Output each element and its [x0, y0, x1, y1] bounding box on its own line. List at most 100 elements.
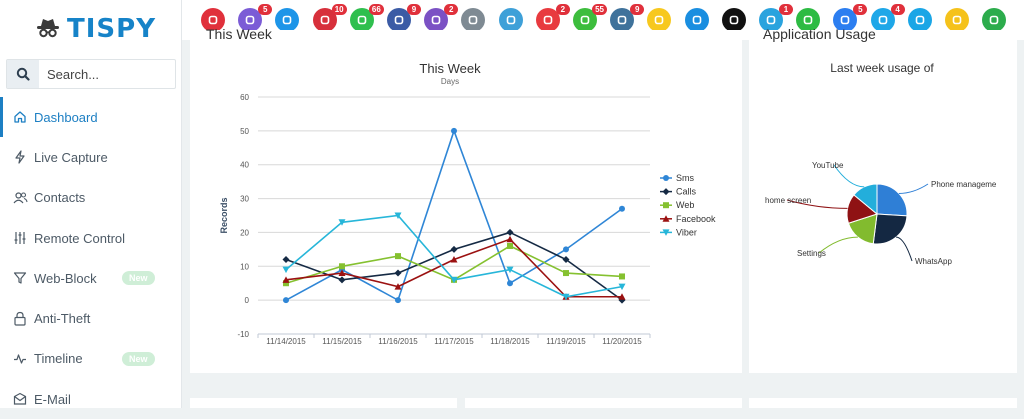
email-icon[interactable]: [275, 8, 300, 32]
data-point: [663, 202, 669, 209]
logo[interactable]: TISPY: [35, 14, 156, 44]
filter-icon: [12, 270, 28, 286]
data-point: [450, 256, 458, 263]
pie-label: Phone manageme: [931, 180, 997, 189]
sidebar-item-label: Live Capture: [34, 149, 108, 165]
wechat-icon[interactable]: 55: [573, 4, 607, 32]
pie-slice: [853, 183, 878, 216]
notification-badge: 10: [331, 4, 347, 15]
pie-slice: [876, 183, 908, 217]
card-title: Application Usage: [763, 26, 876, 42]
search-button[interactable]: [7, 60, 39, 88]
search-box: [6, 59, 176, 89]
data-point: [507, 242, 513, 249]
sidebar-item-timeline[interactable]: Timeline New: [0, 339, 181, 379]
tiktok-icon[interactable]: [721, 8, 746, 32]
data-point: [282, 276, 290, 283]
this-week-card: This Week This Week Days Records -10 0 10 20 30…: [190, 26, 742, 373]
notification-badge: 9: [407, 4, 421, 15]
legend-label: Sms: [676, 173, 695, 183]
legend-item: Facebook: [660, 214, 716, 224]
sidebar-item-remote-control[interactable]: Remote Control: [0, 218, 181, 258]
data-point: [662, 188, 670, 196]
pie-label: YouTube: [812, 161, 844, 170]
data-point: [394, 283, 402, 290]
sidebar-item-contacts[interactable]: Contacts: [0, 178, 181, 218]
y-tick-label: 40: [240, 161, 249, 170]
data-point: [618, 293, 626, 300]
sidebar-item-label: Web-Block: [34, 270, 97, 286]
chart-title: This Week: [419, 61, 481, 76]
series-facebook: [282, 235, 626, 300]
facebook-icon[interactable]: 9: [387, 4, 421, 32]
notification-badge: 4: [890, 4, 905, 15]
tinder-icon[interactable]: 2: [535, 4, 570, 32]
sidebar-item-label: Timeline: [34, 351, 83, 367]
series-calls: [282, 228, 626, 304]
chart-subtitle: Days: [441, 77, 459, 86]
x-tick-label: 11/20/2015: [602, 337, 642, 346]
messenger-icon[interactable]: 5: [833, 4, 868, 32]
pie-label: home screen: [765, 196, 811, 205]
bolt-icon: [12, 149, 28, 165]
legend-label: Viber: [676, 227, 697, 237]
sidebar-item-email[interactable]: E-Mail: [0, 379, 181, 419]
sidebar-item-live-capture[interactable]: Live Capture: [0, 137, 181, 177]
hangouts-icon[interactable]: [982, 8, 1007, 32]
data-point: [663, 175, 669, 181]
notification-badge: 9: [630, 4, 645, 15]
x-tick-label: 11/16/2015: [378, 337, 418, 346]
data-point: [506, 235, 514, 243]
telegram-icon[interactable]: 1: [759, 4, 793, 32]
sidebar-item-web-block[interactable]: Web-Block New: [0, 258, 181, 298]
clipboard-icon[interactable]: [461, 8, 486, 32]
data-point: [339, 263, 345, 270]
data-point: [662, 215, 670, 222]
bip-icon[interactable]: [907, 8, 932, 32]
pie-slice: [872, 213, 908, 245]
kakaotalk-icon[interactable]: [945, 8, 969, 32]
flickr-icon[interactable]: [684, 8, 709, 32]
data-point: [283, 280, 289, 287]
users-icon: [12, 190, 28, 206]
snapchat-icon[interactable]: [647, 8, 672, 32]
sliders-icon: [12, 230, 28, 246]
line-icon[interactable]: [796, 8, 821, 32]
instagram-icon[interactable]: 9: [610, 4, 645, 32]
search-input[interactable]: [39, 60, 173, 88]
sidebar-item-dashboard[interactable]: Dashboard: [0, 97, 181, 138]
video-record-icon[interactable]: [201, 8, 225, 32]
data-point: [507, 280, 513, 287]
data-point: [338, 276, 346, 284]
sidebar-nav: Dashboard Live Capture Contacts Remote C…: [0, 97, 181, 419]
data-point: [282, 256, 290, 264]
y-tick-label: 10: [240, 262, 249, 271]
x-tick-label: 11/14/2015: [266, 337, 306, 346]
call-recordings-icon[interactable]: 5: [238, 4, 273, 32]
x-tick-label: 11/17/2015: [434, 337, 474, 346]
bottom-card-2: [465, 398, 742, 408]
sidebar-item-anti-theft[interactable]: Anti-Theft: [0, 298, 181, 338]
data-point: [395, 297, 401, 304]
sidebar-item-label: Anti-Theft: [34, 311, 91, 327]
data-point: [662, 229, 670, 236]
pie-connector: [896, 236, 913, 262]
application-usage-card: Application Usage Last week usage of Phon…: [749, 26, 1017, 373]
pie-connector: [898, 183, 929, 194]
data-point: [283, 297, 289, 304]
y-tick-label: 60: [240, 93, 249, 102]
whatsapp-icon[interactable]: 66: [349, 4, 384, 32]
skype-icon[interactable]: 4: [870, 4, 905, 32]
legend-item: Calls: [660, 187, 697, 197]
viber-icon[interactable]: 2: [424, 4, 459, 32]
x-tick-label: 11/15/2015: [322, 337, 362, 346]
notification-badge: 55: [592, 4, 607, 15]
series-line: [285, 128, 623, 302]
activity-icon: [12, 351, 28, 367]
photos-icon[interactable]: 10: [312, 4, 347, 32]
data-point: [338, 269, 346, 277]
y-axis-label: Records: [219, 197, 229, 233]
chart-title: Last week usage of: [830, 61, 934, 75]
screen-icon[interactable]: [498, 8, 523, 32]
notification-badge: 66: [368, 4, 384, 15]
